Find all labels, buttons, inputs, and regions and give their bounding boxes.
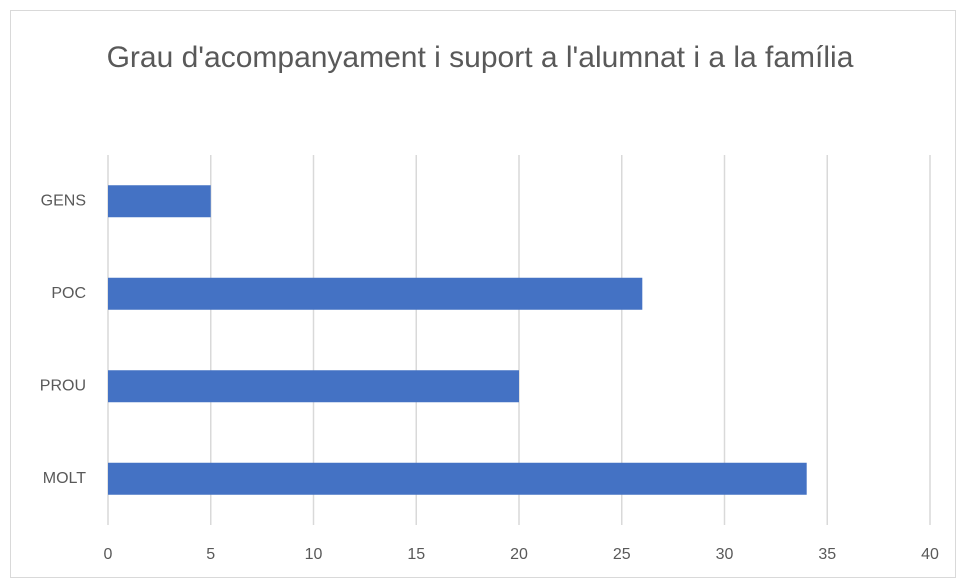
- bar: [108, 462, 807, 495]
- bar: [108, 277, 643, 310]
- y-tick-label: GENS: [41, 192, 86, 209]
- x-tick-label: 5: [206, 546, 215, 563]
- y-tick-label: POC: [51, 285, 86, 302]
- y-tick-label: MOLT: [43, 470, 86, 487]
- x-tick-label: 25: [613, 546, 631, 563]
- x-tick-label: 35: [818, 546, 836, 563]
- x-tick-label: 20: [510, 546, 528, 563]
- x-tick-label: 10: [305, 546, 323, 563]
- bar: [108, 185, 211, 218]
- chart-frame: [10, 10, 956, 578]
- chart-title: Grau d'acompanyament i suport a l'alumna…: [106, 41, 854, 74]
- y-tick-label: PROU: [40, 377, 86, 394]
- x-tick-label: 30: [716, 546, 734, 563]
- x-tick-label: 0: [104, 546, 113, 563]
- x-tick-label: 15: [407, 546, 425, 563]
- x-tick-label: 40: [921, 546, 939, 563]
- bar: [108, 370, 519, 403]
